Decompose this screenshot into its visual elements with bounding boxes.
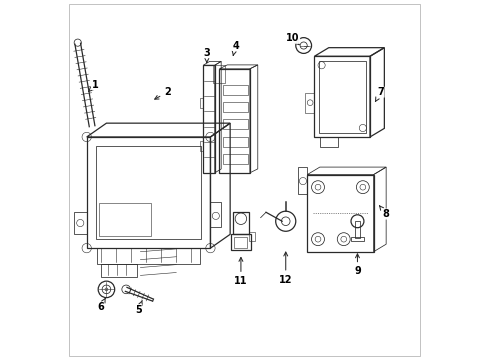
Text: 6: 6	[97, 298, 105, 312]
Text: 12: 12	[279, 252, 292, 285]
Text: 4: 4	[232, 41, 239, 55]
Text: 2: 2	[154, 87, 170, 99]
Text: 9: 9	[353, 254, 360, 276]
Text: 1: 1	[88, 80, 99, 91]
Text: 7: 7	[375, 87, 384, 102]
Text: 5: 5	[135, 300, 142, 315]
Text: 10: 10	[285, 33, 299, 45]
Text: 11: 11	[234, 257, 247, 286]
Text: 8: 8	[379, 206, 389, 219]
Text: 3: 3	[203, 48, 210, 63]
